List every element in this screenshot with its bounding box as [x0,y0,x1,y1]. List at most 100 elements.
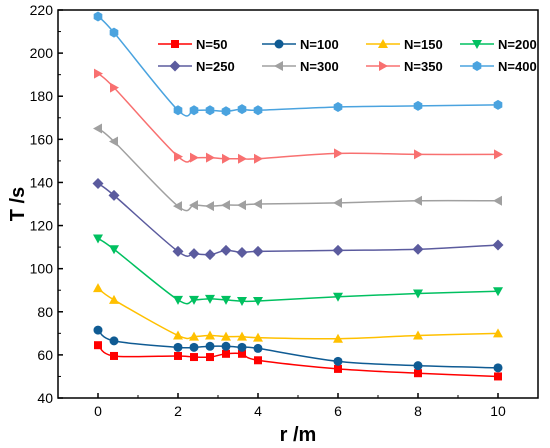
data-point [109,336,119,346]
y-tick-label: 40 [37,390,53,406]
axes-layer: 0 2 4 6 8 10 40 60 80 100 120 140 160 180 200 220 [30,2,539,419]
x-tick-label: 8 [414,403,422,419]
data-point [221,295,231,305]
data-point [253,343,263,353]
y-tick-label: 160 [30,131,54,147]
data-point [109,27,119,38]
data-point [172,245,184,257]
y-tick-label: 140 [30,174,54,190]
data-point [237,104,247,115]
data-point [413,195,422,206]
y-axis-title: T /s [7,187,29,221]
data-point [189,331,199,341]
data-point [204,249,216,261]
data-point [493,99,503,110]
data-point [92,178,104,190]
y-tick-label: 180 [30,88,54,104]
series-line [97,182,499,257]
data-point [190,353,198,362]
series-n-50 [94,341,502,381]
data-point [93,283,103,293]
data-point [205,105,215,116]
y-tick-label: 120 [30,218,54,234]
legend-entry: N=150 [366,37,443,52]
legend-label: N=100 [300,37,339,52]
legend-entry: N=300 [262,59,339,74]
data-point [189,200,198,211]
legend-marker [169,60,181,72]
series-n-400 [93,11,503,117]
data-point [253,199,262,209]
legend-label: N=300 [300,59,339,74]
data-point [254,153,263,164]
data-point [221,200,230,211]
y-tick-label: 200 [30,45,54,61]
data-point [237,342,247,352]
legend-marker [171,40,179,48]
legend-marker [274,39,284,49]
legend-label: N=250 [196,59,235,74]
data-point [254,356,262,365]
data-point [413,330,423,340]
data-point [412,243,424,255]
data-point [334,364,342,373]
series-layer [92,11,504,381]
data-point [237,297,247,306]
data-point [174,151,183,162]
data-point [205,330,215,340]
data-point [253,332,263,342]
data-point [253,297,263,306]
data-point [333,292,343,302]
data-point [174,351,182,360]
data-point [109,136,118,147]
data-point [110,351,118,360]
data-point [93,123,102,134]
data-point [237,200,246,211]
y-tick-label: 100 [30,261,54,277]
data-point [334,148,343,159]
y-tick-label: 220 [30,2,54,18]
data-point [493,287,503,297]
data-point [333,197,342,208]
x-axis-title: r /m [280,424,317,446]
legend: N=50 N=100 N=150 N=200 N=250 N=300 N=350 N=400 [158,37,537,74]
data-point [493,363,503,373]
data-point [189,295,199,305]
series-n-350 [94,68,503,164]
data-point [188,248,200,260]
data-point [189,105,199,116]
data-point [494,149,503,160]
legend-marker [274,61,283,71]
legend-label: N=400 [498,59,537,74]
data-point [206,353,214,362]
data-point [205,294,215,304]
data-point [220,244,232,256]
x-tick-label: 0 [94,403,102,419]
legend-entry: N=200 [460,37,537,52]
series-line [97,287,499,340]
data-point [413,289,423,299]
legend-entry: N=250 [158,59,235,74]
data-point [109,245,119,255]
legend-entry: N=100 [262,37,339,52]
data-point [333,333,343,343]
series-line [97,344,499,378]
data-point [173,295,183,305]
data-point [333,356,343,366]
data-point [206,152,215,163]
series-n-100 [93,325,503,373]
data-point [221,106,231,117]
x-tick-label: 2 [174,403,182,419]
data-point [238,153,247,164]
series-line [97,329,499,369]
legend-label: N=150 [404,37,443,52]
data-point [332,244,344,256]
data-point [333,102,343,112]
data-point [493,195,502,206]
data-point [93,234,103,244]
data-point [237,331,247,341]
x-tick-label: 4 [254,403,262,419]
data-point [189,342,199,352]
legend-marker [472,40,482,49]
